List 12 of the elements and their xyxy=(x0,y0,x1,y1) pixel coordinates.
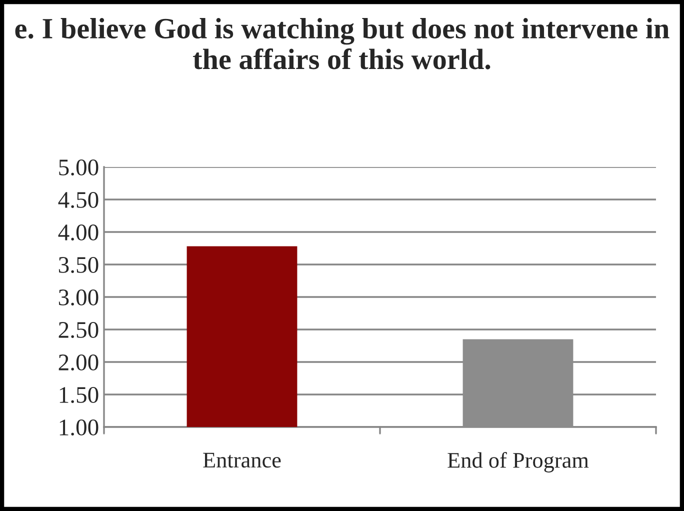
y-tick-label: 1.00 xyxy=(60,419,98,436)
y-tick-label: 5.00 xyxy=(59,159,98,176)
y-tick-label: 2.50 xyxy=(58,322,98,338)
chart-title: e. I believe God is watching but does not intervene in the affairs of this world. xyxy=(15,18,670,70)
y-tick-label: 3.50 xyxy=(58,256,98,274)
y-tick-label: 2.00 xyxy=(58,354,98,371)
y-tick-label: 1.50 xyxy=(60,386,98,404)
y-tick-label: 3.00 xyxy=(58,289,98,306)
y-tick-label: 4.50 xyxy=(58,192,98,208)
x-tick-label: Entrance xyxy=(203,452,281,468)
x-tick-label: End of Program xyxy=(448,452,589,472)
y-tick-label: 4.00 xyxy=(58,224,98,241)
